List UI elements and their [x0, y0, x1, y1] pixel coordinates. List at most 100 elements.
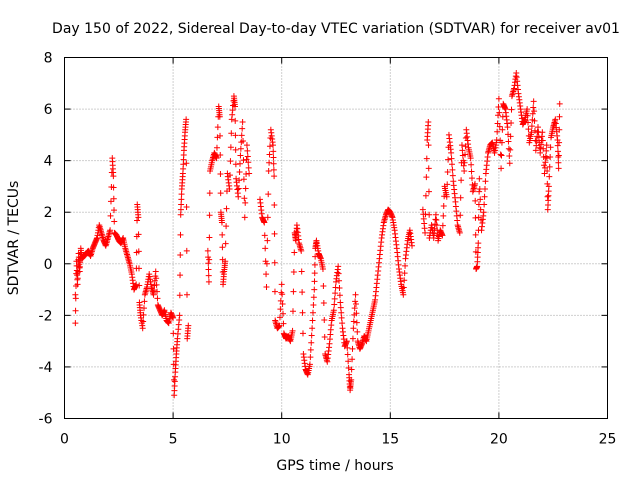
- data-point-fill: [344, 351, 351, 358]
- data-point-fill: [178, 201, 185, 208]
- data-point-fill: [337, 304, 344, 311]
- data-point-fill: [308, 332, 315, 339]
- data-point-fill: [540, 145, 547, 152]
- data-point-fill: [232, 117, 239, 124]
- data-point-fill: [525, 126, 532, 133]
- data-point: [555, 165, 562, 172]
- data-point-fill: [206, 212, 213, 219]
- data-point-fill: [352, 301, 359, 308]
- data-point-fill: [401, 277, 408, 284]
- data-point: [216, 113, 223, 120]
- data-point: [439, 232, 446, 239]
- data-point: [235, 193, 242, 200]
- data-point-fill: [217, 190, 224, 197]
- y-tick-label: -4: [39, 360, 53, 376]
- data-point-fill: [547, 144, 554, 151]
- data-point-fill: [477, 206, 484, 213]
- data-point-fill: [507, 133, 514, 140]
- data-point-fill: [507, 146, 514, 153]
- data-point-fill: [153, 275, 160, 282]
- data-point-fill: [494, 128, 501, 135]
- x-tick-label: 20: [490, 432, 508, 448]
- data-point-fill: [244, 147, 251, 154]
- y-axis-label: SDTVAR / TECUs: [6, 181, 22, 296]
- data-point-fill: [266, 143, 273, 150]
- data-point-fill: [457, 194, 464, 201]
- data-point-fill: [444, 168, 451, 175]
- data-point-fill: [279, 301, 286, 308]
- data-point-fill: [531, 117, 538, 124]
- data-point-fill: [543, 147, 550, 154]
- data-point-fill: [495, 112, 502, 119]
- data-point: [265, 167, 272, 174]
- data-point: [319, 265, 326, 272]
- data-point-fill: [524, 112, 531, 119]
- data-point: [289, 327, 296, 334]
- data-point-fill: [539, 137, 546, 144]
- data-point-fill: [213, 144, 220, 151]
- data-point-fill: [107, 212, 114, 219]
- data-point-fill: [271, 288, 278, 295]
- data-point-fill: [310, 302, 317, 309]
- data-point-fill: [276, 314, 283, 321]
- x-tick-label: 15: [381, 432, 399, 448]
- data-point-fill: [135, 248, 142, 255]
- data-point-fill: [353, 319, 360, 326]
- x-tick-label: 10: [273, 432, 291, 448]
- data-point: [400, 291, 407, 298]
- data-point: [425, 118, 432, 125]
- data-point: [495, 95, 502, 102]
- data-point-fill: [263, 260, 270, 267]
- data-point-fill: [308, 339, 315, 346]
- data-point-fill: [496, 109, 503, 116]
- data-point: [107, 227, 114, 234]
- data-point-fill: [400, 284, 407, 291]
- data-point: [311, 286, 318, 293]
- data-point-fill: [279, 291, 286, 298]
- data-point-fill: [141, 298, 148, 305]
- data-point-fill: [541, 162, 548, 169]
- data-point-fill: [531, 108, 538, 115]
- data-point: [458, 142, 465, 149]
- data-point-fill: [280, 320, 287, 327]
- data-point-fill: [475, 201, 482, 208]
- data-point-fill: [344, 344, 351, 351]
- data-point: [493, 137, 500, 144]
- data-point: [343, 338, 350, 345]
- data-point-fill: [177, 231, 184, 238]
- data-point: [498, 165, 505, 172]
- data-point-fill: [299, 309, 306, 316]
- data-point-fill: [238, 132, 245, 139]
- data-point-fill: [214, 134, 221, 141]
- data-point-fill: [499, 126, 506, 133]
- data-point-fill: [505, 145, 512, 152]
- data-point-fill: [505, 138, 512, 145]
- data-point: [475, 240, 482, 247]
- data-point-fill: [402, 262, 409, 269]
- data-point-fill: [205, 266, 212, 273]
- y-tick-label: -2: [39, 308, 53, 324]
- data-point-fill: [289, 308, 296, 315]
- data-point-fill: [241, 195, 248, 202]
- data-point: [152, 268, 159, 275]
- data-point-fill: [72, 295, 79, 302]
- data-point-fill: [321, 316, 328, 323]
- data-point-fill: [270, 160, 277, 167]
- data-point-fill: [332, 284, 339, 291]
- data-point-fill: [476, 188, 483, 195]
- data-point-fill: [271, 201, 278, 208]
- data-point-fill: [535, 134, 542, 141]
- data-point-fill: [481, 193, 488, 200]
- data-point-fill: [236, 168, 243, 175]
- y-tick-label: -6: [39, 412, 53, 428]
- data-point-fill: [240, 138, 247, 145]
- data-point-fill: [244, 153, 251, 160]
- data-point: [337, 299, 344, 306]
- data-point-fill: [227, 144, 234, 151]
- data-point-fill: [422, 192, 429, 199]
- data-point: [263, 283, 270, 290]
- data-point-fill: [320, 299, 327, 306]
- data-point-fill: [472, 214, 479, 221]
- data-point-fill: [499, 113, 506, 120]
- data-point-fill: [472, 231, 479, 238]
